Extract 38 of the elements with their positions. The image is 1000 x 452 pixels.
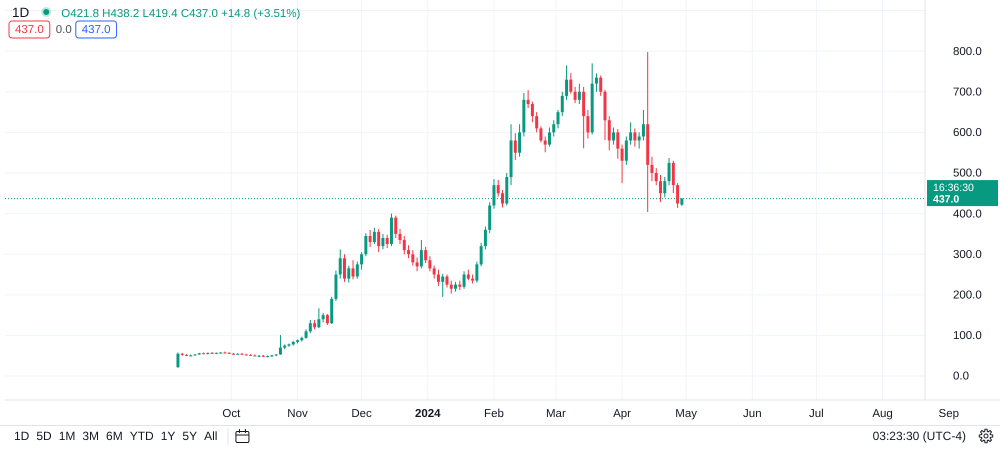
text: O421.8 H438.2 L419.4 C437.0 +14.8 (+3.51%)	[61, 8, 301, 20]
annotation: 437.0	[82, 24, 111, 36]
x-tick-label: Sep	[938, 408, 959, 420]
y-tick-label: 400.0	[953, 208, 982, 220]
x-tick-label: Jun	[743, 408, 762, 420]
y-tick-label: 100.0	[953, 330, 982, 342]
annotation: 16:36:30	[933, 182, 974, 194]
text: 1M	[58, 429, 76, 444]
text: 5Y	[182, 429, 198, 444]
annotation: 0.0	[56, 24, 72, 36]
y-tick-label: 0.0	[953, 370, 969, 383]
text: YTD	[130, 429, 154, 444]
x-tick-label: Apr	[613, 408, 632, 420]
x-tick-label: Jul	[809, 408, 824, 420]
text: 5D	[36, 429, 52, 444]
ref-line-label: 437.0	[933, 193, 960, 206]
y-tick-label: 200.0	[953, 290, 982, 302]
text: 03:23:30 (UTC-4)	[872, 429, 966, 444]
x-tick-label: Dec	[351, 408, 372, 420]
y-tick-label: 700.0	[953, 86, 982, 98]
text: 1Y	[160, 429, 176, 444]
x-tick-label: 2024	[414, 408, 442, 420]
y-tick-label: 500.0	[953, 168, 982, 180]
text: All	[204, 429, 218, 444]
annotation: 437.0	[15, 24, 44, 36]
x-tick-label: Oct	[222, 408, 242, 420]
x-tick-label: Nov	[287, 408, 308, 420]
y-tick-label: 300.0	[953, 248, 982, 261]
x-tick-label: Aug	[872, 408, 893, 420]
chart-title: 1D	[12, 5, 30, 20]
y-tick-label: 800.0	[953, 46, 982, 58]
y-tick-label: 600.0	[953, 127, 982, 140]
x-tick-label: May	[675, 408, 698, 420]
text: 1D	[14, 429, 30, 444]
x-tick-label: Mar	[546, 408, 566, 420]
text: 6M	[106, 429, 123, 444]
x-tick-label: Feb	[484, 408, 504, 420]
text: 3M	[82, 429, 100, 444]
